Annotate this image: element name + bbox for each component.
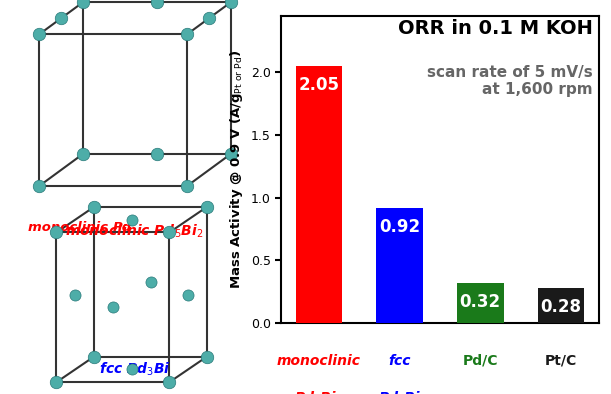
Text: ORR in 0.1 M KOH: ORR in 0.1 M KOH bbox=[398, 19, 593, 38]
Text: fcc: fcc bbox=[389, 354, 411, 368]
Bar bbox=[296, 66, 342, 323]
Text: fcc Pd$_3$Bi: fcc Pd$_3$Bi bbox=[98, 361, 170, 378]
Text: monoclinic Pd$_5$Bi$_2$: monoclinic Pd$_5$Bi$_2$ bbox=[65, 223, 203, 240]
Text: Pd₃Bi: Pd₃Bi bbox=[379, 391, 420, 394]
Text: 0.32: 0.32 bbox=[459, 293, 501, 311]
Text: 0.28: 0.28 bbox=[541, 298, 582, 316]
Text: Pt/C: Pt/C bbox=[545, 354, 577, 368]
Text: Pd₅Bi₂: Pd₅Bi₂ bbox=[295, 391, 343, 394]
Text: 2.05: 2.05 bbox=[298, 76, 339, 94]
Text: monoclinic: monoclinic bbox=[277, 354, 361, 368]
Text: Pd/C: Pd/C bbox=[463, 354, 498, 368]
Text: 0.92: 0.92 bbox=[379, 218, 420, 236]
Text: Pd: Pd bbox=[113, 221, 132, 234]
Bar bbox=[457, 283, 503, 323]
Y-axis label: Mass Activity @ 0.9 V (A/g$_{\mathrm{Pt\ or\ Pd}}$): Mass Activity @ 0.9 V (A/g$_{\mathrm{Pt\… bbox=[228, 50, 245, 289]
Text: monoclinic: monoclinic bbox=[28, 221, 113, 234]
Bar bbox=[376, 208, 423, 323]
Bar bbox=[538, 288, 584, 323]
Text: scan rate of 5 mV/s
at 1,600 rpm: scan rate of 5 mV/s at 1,600 rpm bbox=[426, 65, 593, 97]
